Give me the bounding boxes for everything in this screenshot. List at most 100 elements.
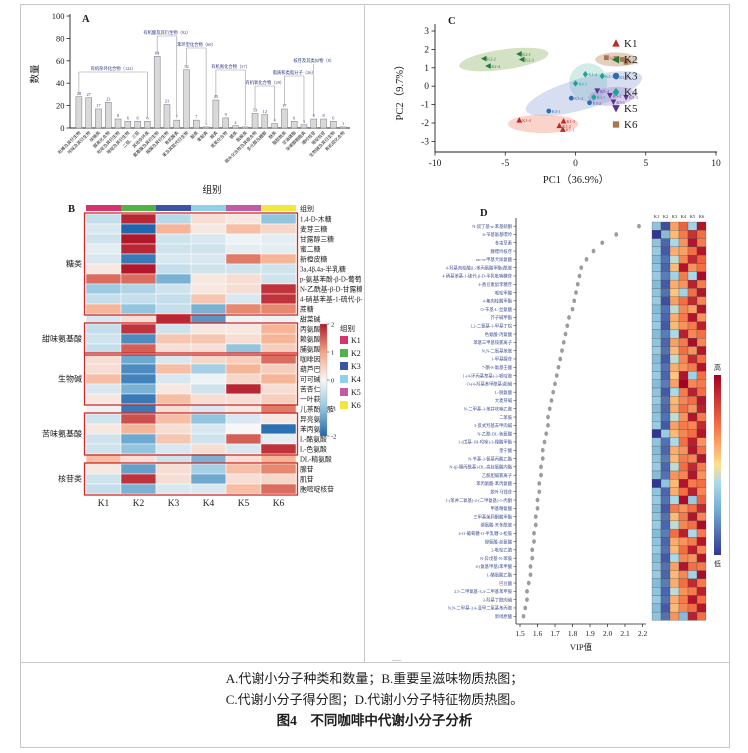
caption-line-2: C.代谢小分子得分图；D.代谢小分子特征物质热图。 [225, 692, 524, 707]
row-label: 苯基三甲基铵氯离子 [473, 339, 512, 346]
legend-label: K4 [624, 87, 638, 99]
legend-label: K5 [624, 103, 638, 115]
row-label: N,N-二氨基苯胺 [482, 347, 513, 354]
column-label: K3 [168, 499, 180, 509]
heatmap-cell [687, 313, 698, 322]
heatmap-cell [190, 253, 227, 265]
vip-dot [539, 472, 543, 478]
heatmap-cell [687, 495, 698, 505]
heatmap-cell [651, 528, 662, 538]
bracket-label: 有机氧化合物（29） [245, 79, 284, 86]
heatmap-cell [669, 512, 680, 521]
heatmap-cell [85, 443, 122, 455]
heatmap-cell [155, 483, 192, 495]
heatmap-cell [660, 404, 671, 414]
row-label: 3a,4β,4a-半乳糖 [300, 265, 346, 274]
point-label: K5-2 [613, 93, 622, 98]
heatmap-cell [190, 433, 227, 445]
row-label: 甘露醇三糖 [300, 235, 334, 244]
y-tick-label: 20 [56, 101, 65, 111]
panel-letter: C [448, 16, 456, 27]
vip-dot [556, 364, 561, 370]
vip-dot [546, 414, 550, 420]
heatmap-cell [696, 429, 707, 438]
scatter-point [620, 57, 625, 62]
heatmap-cell [669, 288, 680, 297]
colorbar-tick-label: -1 [331, 406, 336, 413]
legend-marker [612, 121, 620, 128]
heatmap-cell [190, 283, 227, 295]
heatmap-cell [155, 283, 192, 295]
point-label: K1-3 [567, 119, 576, 124]
heatmap-cell [660, 537, 671, 546]
heatmap-cell [651, 296, 662, 306]
heatmap-cell [120, 373, 157, 385]
heatmap-cell [696, 346, 707, 355]
heatmap-cell [678, 371, 689, 380]
heatmap-cell [678, 595, 689, 604]
heatmap-cell [696, 221, 707, 231]
category-box [83, 212, 299, 316]
heatmap-cell [687, 537, 698, 546]
heatmap-cell [678, 271, 689, 281]
heatmap-cell [678, 421, 689, 430]
heatmap-cell [678, 437, 689, 447]
heatmap-cell [651, 346, 662, 355]
scatter-point [594, 88, 601, 94]
heatmap-cell [687, 379, 698, 389]
legend-label: K2 [624, 54, 637, 66]
vip-dot [553, 381, 557, 387]
legend-label: K6 [351, 401, 361, 410]
point-label: K4-1 [579, 81, 588, 86]
heatmap-cell [696, 329, 707, 339]
heatmap-cell [260, 423, 297, 435]
heatmap-cell [260, 253, 297, 265]
heatmap-cell [260, 443, 297, 455]
heatmap-cell [669, 387, 680, 397]
scatter-point [560, 117, 567, 124]
heatmap-cell [687, 412, 698, 422]
heatmap-cell [190, 393, 227, 405]
row-label: 三甲基茉莉酮酸甲酯 [473, 513, 512, 520]
vip-dot [526, 580, 531, 586]
heatmap-cell [696, 537, 707, 546]
heatmap-cell [651, 470, 662, 480]
heatmap-cell [669, 462, 680, 472]
heatmap-cell [660, 437, 671, 447]
vip-dot [575, 281, 580, 287]
heatmap-cell [651, 587, 662, 596]
column-label: K5 [238, 499, 250, 509]
heatmap-cell [155, 293, 192, 305]
vip-dot [637, 223, 641, 229]
heatmap-cell [669, 537, 680, 546]
heatmap-cell [687, 354, 698, 364]
legend-swatch [340, 336, 348, 344]
row-label: 2,5-二甲氧基-3,4-二甲基苯甲胺 [454, 588, 513, 595]
heatmap-cell [696, 338, 707, 347]
heatmap-cell [696, 246, 707, 256]
y-axis-title: PC2（9.7%） [394, 60, 406, 121]
heatmap-cell [669, 553, 680, 563]
heatmap-cell [660, 470, 671, 480]
row-label: 4-氟肉桂酸甲酯 [483, 298, 513, 305]
row-label: 苯丙氨酸 [300, 425, 327, 434]
heatmap-cell [696, 354, 707, 364]
heatmap-cell [687, 404, 698, 414]
vip-dot [549, 398, 554, 403]
legend-label: K3 [624, 70, 638, 82]
heatmap-cell [225, 373, 262, 385]
heatmap-cell [687, 462, 698, 472]
heatmap-cell [687, 279, 698, 289]
y-tick-label: 100 [52, 11, 65, 21]
row-label: L-胱氨酸 [495, 389, 513, 396]
heatmap-cell [651, 379, 662, 389]
heatmap-cell [651, 246, 662, 256]
heatmap-cell [687, 346, 698, 355]
heatmap-cell [678, 445, 689, 455]
heatmap-cell [678, 313, 689, 322]
heatmap-cell [678, 587, 689, 596]
heatmap-cell [651, 553, 662, 563]
bar [114, 118, 122, 129]
group-annotation-swatch [226, 205, 261, 211]
heatmap-cell [260, 293, 297, 305]
